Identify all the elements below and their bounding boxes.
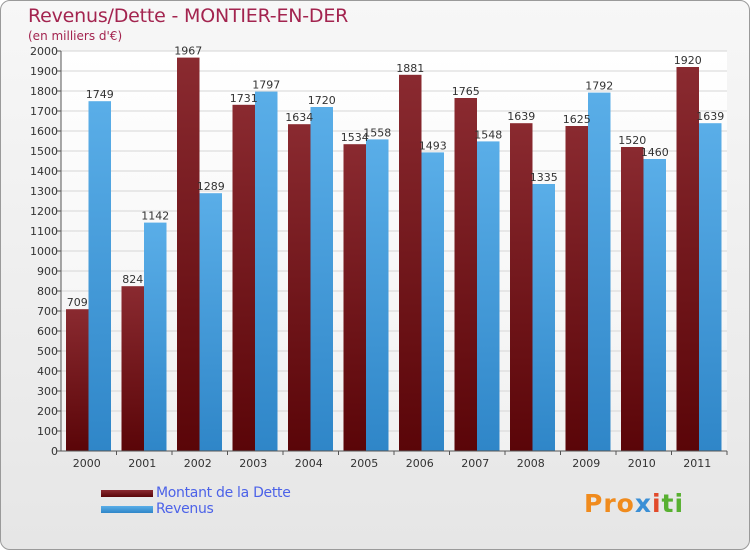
data-label-debt: 1881 <box>396 62 424 75</box>
bar-debt <box>66 309 89 451</box>
data-label-debt: 1534 <box>341 131 369 144</box>
bar-revenue <box>144 222 167 451</box>
y-tick-label: 1500 <box>30 145 58 158</box>
x-tick-label: 2004 <box>295 457 323 470</box>
y-tick-label: 1300 <box>30 185 58 198</box>
bar-debt <box>676 67 699 451</box>
bar-revenue <box>88 101 111 451</box>
x-tick-label: 2009 <box>572 457 600 470</box>
x-tick-label: 2006 <box>406 457 434 470</box>
bar-revenue <box>421 152 444 451</box>
logo-part-2: x <box>634 489 652 518</box>
y-tick-label: 200 <box>37 405 58 418</box>
bar-revenue <box>366 139 389 451</box>
bar-debt <box>121 286 144 451</box>
y-tick-label: 1000 <box>30 245 58 258</box>
data-label-revenue: 1142 <box>141 210 169 223</box>
data-label-revenue: 1792 <box>585 80 613 93</box>
legend-label-debt: Montant de la Dette <box>156 485 291 501</box>
x-tick-label: 2001 <box>128 457 156 470</box>
logo-part-1: Pro <box>584 489 635 518</box>
x-tick-label: 2007 <box>461 457 489 470</box>
y-tick-label: 300 <box>37 385 58 398</box>
data-label-debt: 824 <box>122 273 143 286</box>
data-label-debt: 1967 <box>174 45 202 58</box>
bar-debt <box>565 126 588 451</box>
data-label-revenue: 1749 <box>86 88 114 101</box>
data-label-revenue: 1460 <box>641 146 669 159</box>
y-tick-label: 2000 <box>30 45 58 58</box>
bar-debt <box>288 124 311 451</box>
y-tick-label: 1600 <box>30 125 58 138</box>
y-tick-label: 1200 <box>30 205 58 218</box>
y-tick-label: 1900 <box>30 65 58 78</box>
bar-revenue <box>477 141 500 451</box>
bar-revenue <box>255 91 278 451</box>
bar-revenue <box>532 184 555 451</box>
bar-debt <box>454 98 477 451</box>
data-label-revenue: 1720 <box>308 94 336 107</box>
data-label-revenue: 1558 <box>363 126 391 139</box>
bar-debt <box>343 144 366 451</box>
x-tick-label: 2002 <box>184 457 212 470</box>
data-label-revenue: 1493 <box>419 139 447 152</box>
chart-subtitle: (en milliers d'€) <box>28 29 123 43</box>
bar-revenue <box>588 92 611 451</box>
data-label-debt: 1731 <box>230 92 258 105</box>
data-label-revenue: 1548 <box>474 128 502 141</box>
y-tick-label: 1400 <box>30 165 58 178</box>
data-label-revenue: 1639 <box>696 110 724 123</box>
data-label-debt: 1639 <box>507 110 535 123</box>
y-tick-label: 800 <box>37 285 58 298</box>
bar-debt <box>510 123 533 451</box>
x-tick-label: 2005 <box>350 457 378 470</box>
data-label-debt: 1920 <box>674 54 702 67</box>
bar-revenue <box>310 107 333 451</box>
bar-debt <box>232 104 255 452</box>
y-tick-label: 900 <box>37 265 58 278</box>
logo-part-3: i <box>651 489 662 518</box>
logo-part-4: ti <box>661 489 685 518</box>
y-tick-label: 500 <box>37 345 58 358</box>
bar-debt <box>399 74 422 452</box>
x-tick-label: 2011 <box>683 457 711 470</box>
y-tick-label: 0 <box>51 445 58 458</box>
x-tick-label: 2003 <box>239 457 267 470</box>
legend-swatch-debt <box>101 490 153 497</box>
data-label-debt: 1634 <box>285 111 313 124</box>
y-tick-label: 1800 <box>30 85 58 98</box>
chart-title: Revenus/Dette - MONTIER-EN-DER <box>28 5 349 27</box>
bar-revenue <box>199 193 222 451</box>
bar-debt <box>177 57 200 451</box>
y-tick-label: 1700 <box>30 105 58 118</box>
y-tick-label: 600 <box>37 325 58 338</box>
data-label-debt: 1765 <box>452 85 480 98</box>
y-tick-label: 700 <box>37 305 58 318</box>
y-tick-label: 100 <box>37 425 58 438</box>
data-label-revenue: 1289 <box>197 180 225 193</box>
legend-label-revenue: Revenus <box>156 501 214 517</box>
y-tick-label: 400 <box>37 365 58 378</box>
data-label-revenue: 1335 <box>530 171 558 184</box>
x-tick-label: 2010 <box>628 457 656 470</box>
x-tick-label: 2000 <box>73 457 101 470</box>
y-tick-label: 1100 <box>30 225 58 238</box>
bar-revenue <box>699 123 722 451</box>
x-tick-label: 2008 <box>517 457 545 470</box>
data-label-revenue: 1797 <box>252 79 280 92</box>
data-label-debt: 1520 <box>618 134 646 147</box>
data-label-debt: 1625 <box>563 113 591 126</box>
data-label-debt: 709 <box>67 296 88 309</box>
bar-debt <box>621 147 644 451</box>
bar-revenue <box>643 159 666 451</box>
legend-swatch-revenue <box>101 506 153 513</box>
proxiti-logo: Proxiti <box>584 489 684 518</box>
